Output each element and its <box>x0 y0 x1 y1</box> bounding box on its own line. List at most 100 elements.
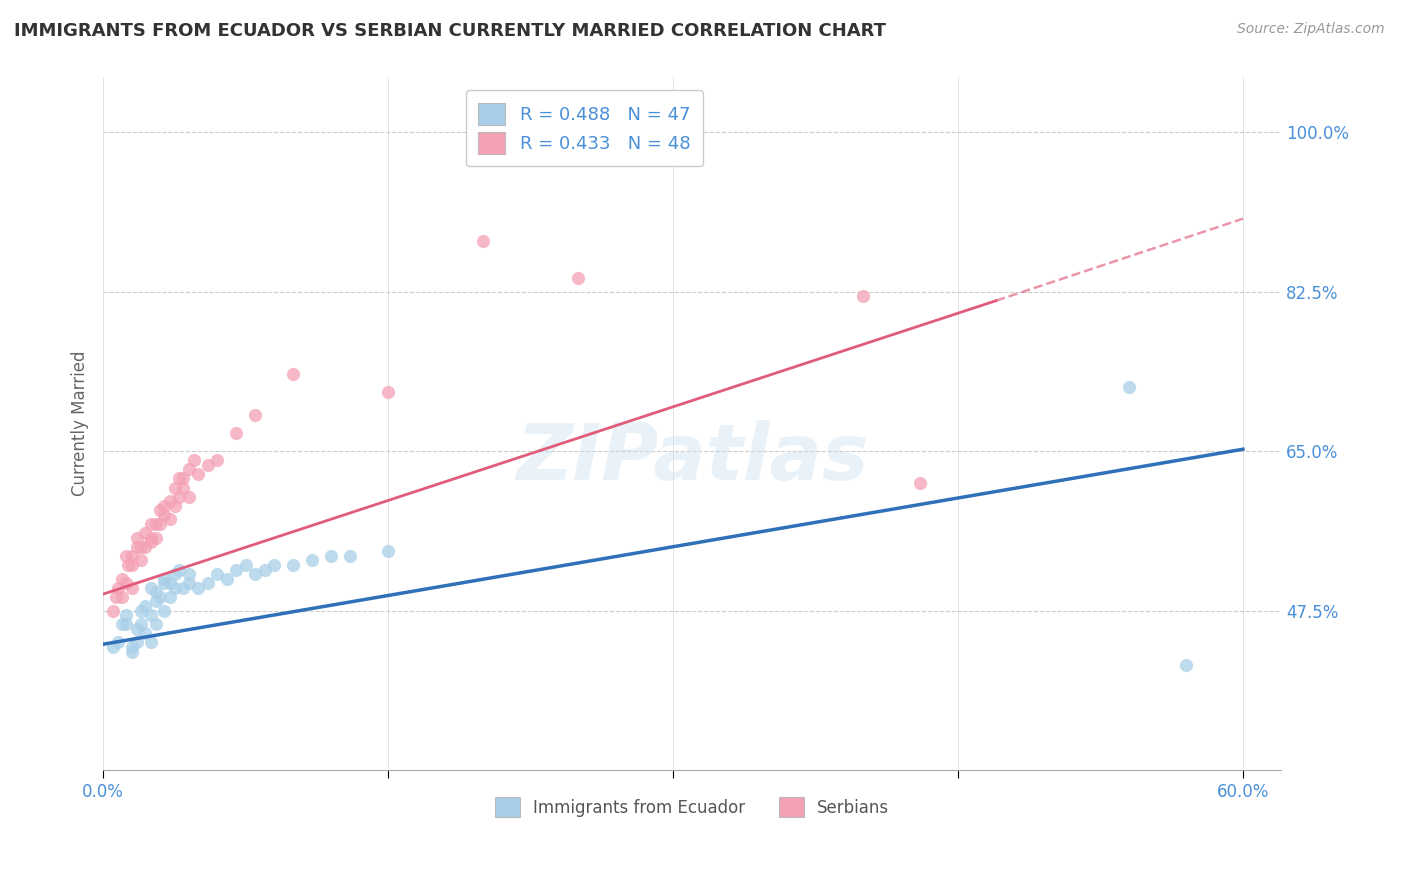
Point <box>139 635 162 649</box>
Point <box>115 608 138 623</box>
Point <box>177 567 200 582</box>
Point <box>165 581 187 595</box>
Point <box>139 535 162 549</box>
Point <box>105 590 128 604</box>
Point <box>127 540 149 554</box>
Point <box>243 408 266 422</box>
Point <box>127 531 149 545</box>
Point <box>111 572 134 586</box>
Point <box>145 531 167 545</box>
Point <box>127 622 149 636</box>
Point <box>1175 658 1198 673</box>
Point <box>107 581 129 595</box>
Text: Source: ZipAtlas.com: Source: ZipAtlas.com <box>1237 22 1385 37</box>
Point <box>121 581 143 595</box>
Point <box>235 558 257 572</box>
Point <box>263 558 285 572</box>
Point <box>301 553 323 567</box>
Point <box>1118 380 1140 394</box>
Point <box>225 425 247 440</box>
Point <box>205 453 228 467</box>
Point <box>377 544 399 558</box>
Point <box>145 585 167 599</box>
Point <box>153 499 176 513</box>
Point <box>172 581 194 595</box>
Point <box>149 590 172 604</box>
Point <box>281 558 304 572</box>
Point <box>145 594 167 608</box>
Point <box>129 603 152 617</box>
Point <box>187 467 209 481</box>
Text: ZIPatlas: ZIPatlas <box>516 420 868 496</box>
Point <box>852 289 875 303</box>
Point <box>165 499 187 513</box>
Point <box>139 516 162 531</box>
Point <box>134 599 156 613</box>
Point <box>101 640 124 654</box>
Point <box>129 553 152 567</box>
Y-axis label: Currently Married: Currently Married <box>72 351 89 497</box>
Legend: Immigrants from Ecuador, Serbians: Immigrants from Ecuador, Serbians <box>488 790 896 824</box>
Point <box>172 471 194 485</box>
Point <box>115 549 138 563</box>
Point <box>101 603 124 617</box>
Point <box>167 471 190 485</box>
Point <box>253 562 276 576</box>
Point <box>339 549 361 563</box>
Point <box>172 481 194 495</box>
Point <box>153 603 176 617</box>
Point <box>129 540 152 554</box>
Point <box>153 576 176 591</box>
Point <box>187 581 209 595</box>
Point <box>159 590 181 604</box>
Point <box>134 526 156 541</box>
Point <box>121 644 143 658</box>
Point <box>107 635 129 649</box>
Point <box>153 572 176 586</box>
Point <box>153 508 176 522</box>
Text: IMMIGRANTS FROM ECUADOR VS SERBIAN CURRENTLY MARRIED CORRELATION CHART: IMMIGRANTS FROM ECUADOR VS SERBIAN CURRE… <box>14 22 886 40</box>
Point <box>215 572 238 586</box>
Point <box>159 576 181 591</box>
Point <box>472 235 495 249</box>
Point <box>127 635 149 649</box>
Point <box>121 640 143 654</box>
Point <box>319 549 342 563</box>
Point <box>177 462 200 476</box>
Point <box>197 458 219 472</box>
Point <box>165 481 187 495</box>
Point <box>177 576 200 591</box>
Point <box>177 490 200 504</box>
Point <box>567 271 589 285</box>
Point <box>281 367 304 381</box>
Point <box>139 608 162 623</box>
Point <box>134 540 156 554</box>
Point <box>205 567 228 582</box>
Point <box>129 617 152 632</box>
Point <box>115 617 138 632</box>
Point <box>183 453 205 467</box>
Point <box>117 558 139 572</box>
Point <box>139 531 162 545</box>
Point <box>225 562 247 576</box>
Point <box>377 384 399 399</box>
Point <box>145 617 167 632</box>
Point <box>159 512 181 526</box>
Point <box>167 490 190 504</box>
Point <box>149 503 172 517</box>
Point <box>243 567 266 582</box>
Point <box>149 516 172 531</box>
Point <box>197 576 219 591</box>
Point <box>111 590 134 604</box>
Point <box>145 516 167 531</box>
Point <box>115 576 138 591</box>
Point <box>159 494 181 508</box>
Point <box>121 558 143 572</box>
Point <box>908 475 931 490</box>
Point <box>134 626 156 640</box>
Point <box>139 581 162 595</box>
Point <box>111 617 134 632</box>
Point <box>121 549 143 563</box>
Point <box>167 562 190 576</box>
Point <box>165 567 187 582</box>
